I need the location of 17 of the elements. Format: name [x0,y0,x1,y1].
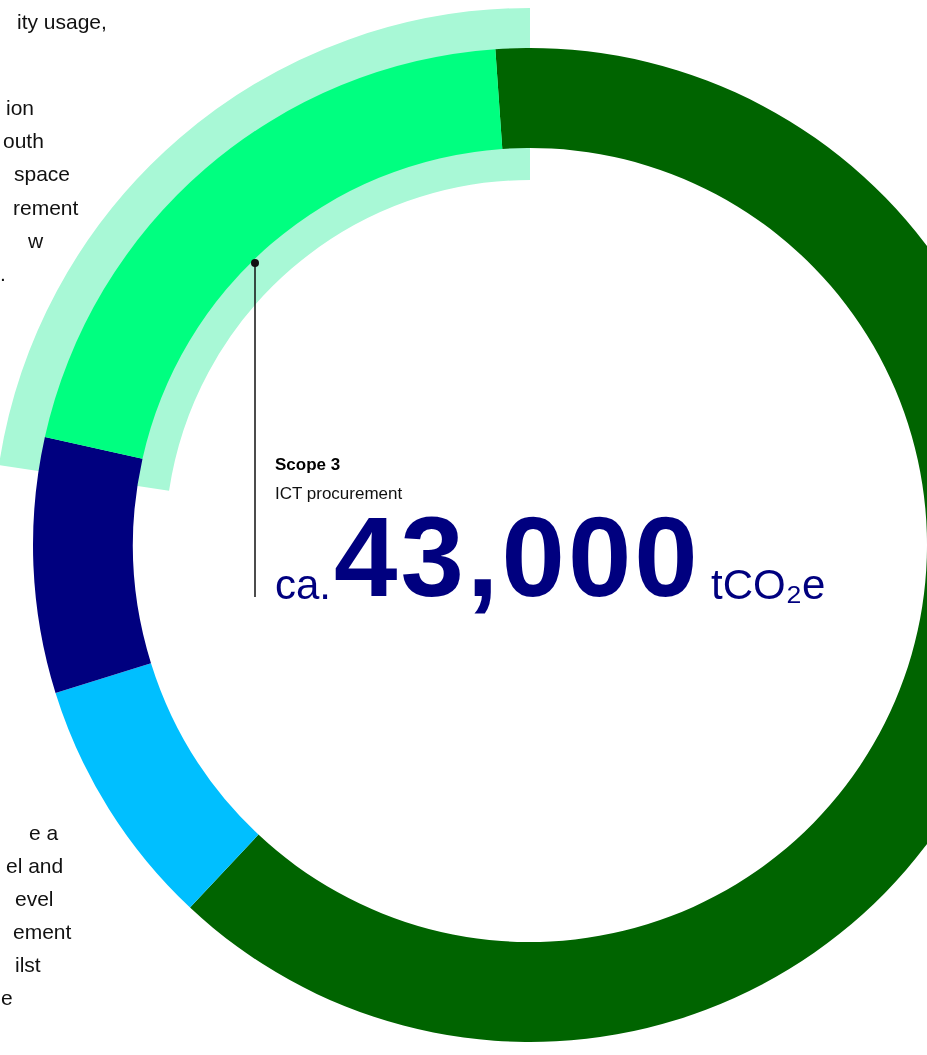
text: ion [6,96,35,119]
text: tCO₂e [711,561,826,608]
text: Scope 3 [275,455,341,474]
text: ICT procurement [275,484,403,503]
text: ement [13,920,72,943]
text: ilst [15,953,41,976]
text: outh [3,129,44,152]
text: el and [6,854,64,877]
text: ity usage, [17,10,107,33]
text: . [0,262,6,285]
text: ca. [275,561,332,608]
text: e a [29,821,59,844]
text: rement [13,196,79,219]
text: e [1,986,13,1009]
text: space [14,162,71,185]
text: w [28,229,44,252]
text: evel [15,887,54,910]
